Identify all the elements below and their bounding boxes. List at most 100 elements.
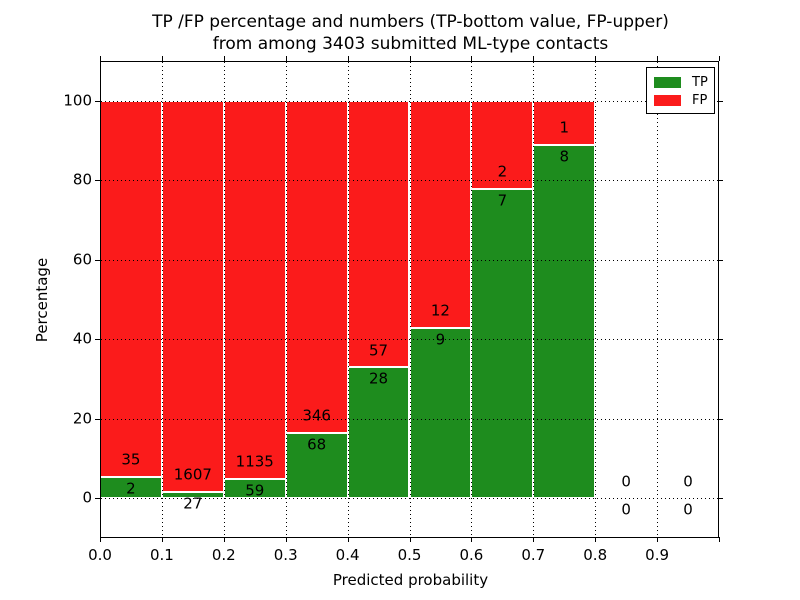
x-tick-mark — [347, 537, 349, 542]
x-tick-mark — [100, 537, 101, 542]
x-tick-label: 0.0 — [88, 546, 112, 564]
x-tick-mark-top — [657, 56, 659, 61]
x-tick-mark — [161, 537, 163, 542]
y-tick-mark — [95, 418, 100, 420]
legend-label-fp: FP — [692, 92, 708, 108]
x-tick-mark — [285, 537, 287, 542]
fp-bar-segment — [347, 100, 410, 368]
y-tick-mark — [95, 259, 100, 261]
fp-count-label: 35 — [121, 450, 141, 469]
y-tick-label: 100 — [63, 91, 92, 110]
y-tick-mark — [95, 100, 100, 102]
x-gridline — [161, 62, 163, 537]
x-tick-label: 0.5 — [397, 546, 422, 564]
x-tick-label: 0.1 — [149, 546, 174, 564]
y-tick-label: 80 — [72, 170, 92, 189]
tp-bar-segment — [533, 144, 596, 499]
x-tick-mark-top — [347, 56, 349, 61]
y-axis-label: Percentage — [33, 257, 51, 343]
tp-bar-segment — [285, 432, 348, 499]
x-tick-mark — [223, 537, 225, 542]
legend: TP FP — [646, 67, 715, 114]
y-tick-mark-right — [718, 418, 723, 420]
x-gridline — [285, 62, 287, 537]
x-tick-mark-top — [595, 56, 597, 61]
x-gridline — [409, 62, 411, 537]
x-tick-mark — [471, 537, 473, 542]
x-tick-label: 0.8 — [583, 546, 608, 564]
x-tick-mark-top — [471, 56, 473, 61]
tp-count-label: 0 — [683, 500, 693, 519]
x-tick-mark-top — [285, 56, 287, 61]
legend-entry-tp: TP — [647, 73, 714, 91]
tp-count-label: 28 — [369, 369, 389, 388]
x-gridline — [533, 62, 535, 537]
x-gridline — [471, 62, 473, 537]
legend-entry-fp: FP — [647, 91, 714, 109]
x-tick-mark — [657, 537, 659, 542]
x-tick-mark — [409, 537, 411, 542]
y-tick-label: 20 — [72, 409, 92, 428]
x-tick-mark — [533, 537, 535, 542]
fp-count-label: 0 — [683, 472, 693, 491]
x-gridline — [223, 62, 225, 537]
tp-count-label: 7 — [497, 191, 508, 210]
chart-title-line1: TP /FP percentage and numbers (TP-bottom… — [152, 12, 669, 32]
fp-count-label: 0 — [621, 472, 631, 491]
x-tick-label: 0.3 — [273, 546, 298, 564]
fp-count-label: 57 — [369, 341, 389, 360]
fp-count-label: 1 — [559, 118, 570, 137]
x-gridline — [595, 62, 597, 537]
tp-count-label: 8 — [559, 147, 570, 166]
x-tick-label: 0.2 — [211, 546, 236, 564]
tp-bar-segment — [409, 327, 472, 499]
y-tick-mark-right — [718, 100, 723, 102]
fp-count-label: 346 — [302, 406, 331, 425]
x-axis-label: Predicted probability — [332, 571, 489, 589]
fp-bar-segment — [409, 100, 472, 328]
legend-label-tp: TP — [692, 74, 708, 90]
x-gridline — [657, 62, 659, 537]
y-tick-mark-right — [718, 180, 723, 182]
fp-count-label: 1135 — [235, 452, 274, 471]
x-tick-mark — [595, 537, 597, 542]
chart-title-line2: from among 3403 submitted ML-type contac… — [212, 34, 609, 54]
x-gridline — [347, 62, 349, 537]
tp-count-label: 27 — [183, 494, 203, 513]
y-tick-mark — [95, 339, 100, 341]
x-tick-mark-top — [409, 56, 411, 61]
x-tick-label: 0.9 — [645, 546, 670, 564]
x-tick-mark-top — [533, 56, 535, 61]
x-tick-mark-top — [100, 56, 101, 61]
tp-count-label: 9 — [435, 330, 446, 349]
legend-swatch-fp — [654, 94, 681, 106]
tp-count-label: 59 — [245, 481, 265, 500]
fp-bar-segment — [100, 100, 162, 477]
fp-count-label: 1607 — [173, 465, 212, 484]
y-tick-label: 40 — [72, 329, 92, 348]
tp-count-label: 0 — [621, 500, 631, 519]
x-tick-label: 0.4 — [335, 546, 360, 564]
x-tick-mark-top — [223, 56, 225, 61]
tp-count-label: 68 — [307, 435, 327, 454]
y-tick-mark-right — [718, 498, 723, 500]
x-tick-mark — [719, 537, 720, 542]
tp-bar-segment — [471, 189, 534, 499]
tp-count-label: 2 — [126, 479, 136, 498]
x-tick-label: 0.6 — [459, 546, 484, 564]
fp-bar-segment — [285, 100, 348, 433]
y-tick-mark — [95, 180, 100, 182]
fp-bar-segment — [223, 100, 286, 479]
x-tick-mark-top — [161, 56, 163, 61]
y-tick-mark-right — [718, 259, 723, 261]
x-tick-mark-top — [719, 56, 720, 61]
y-tick-label: 60 — [72, 250, 92, 269]
x-tick-label: 0.7 — [521, 546, 546, 564]
fp-count-label: 2 — [497, 162, 508, 181]
fp-count-label: 12 — [430, 301, 450, 320]
legend-swatch-tp — [654, 76, 681, 88]
y-tick-label: 0 — [82, 488, 92, 507]
y-tick-mark — [95, 498, 100, 500]
y-tick-mark-right — [718, 339, 723, 341]
